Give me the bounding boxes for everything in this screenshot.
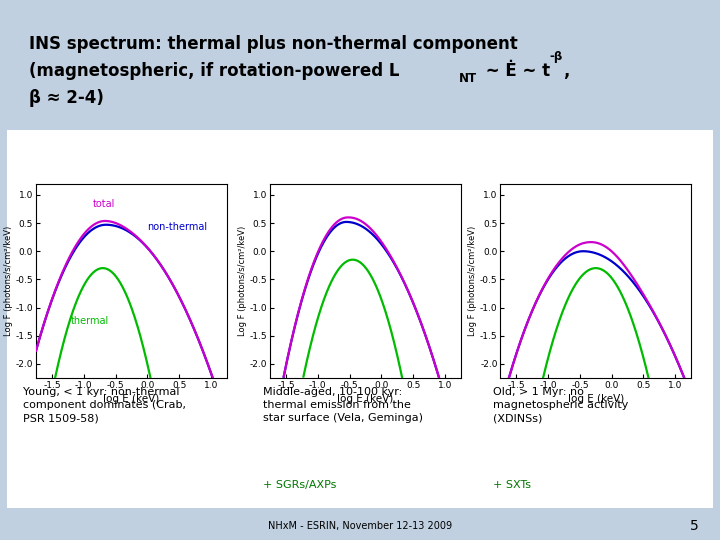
- Text: + SXTs: + SXTs: [493, 480, 531, 490]
- Y-axis label: Log F (photons/s/cm²/keV): Log F (photons/s/cm²/keV): [4, 226, 13, 336]
- Y-axis label: Log F (photons/s/cm²/keV): Log F (photons/s/cm²/keV): [468, 226, 477, 336]
- X-axis label: log E (keV): log E (keV): [337, 394, 394, 404]
- Text: 5: 5: [690, 519, 698, 534]
- Y-axis label: Log F (photons/s/cm²/keV): Log F (photons/s/cm²/keV): [238, 226, 247, 336]
- Text: -β: -β: [549, 50, 562, 63]
- Text: NHxM - ESRIN, November 12-13 2009: NHxM - ESRIN, November 12-13 2009: [268, 522, 452, 531]
- Text: + SGRs/AXPs: + SGRs/AXPs: [263, 480, 336, 490]
- Text: ~ Ė ~ t: ~ Ė ~ t: [480, 62, 549, 80]
- Text: ,: ,: [563, 62, 570, 80]
- Text: NT: NT: [459, 72, 477, 85]
- Text: non-thermal: non-thermal: [147, 222, 207, 233]
- Text: Young, < 1 kyr: non-thermal
component dominates (Crab,
PSR 1509-58): Young, < 1 kyr: non-thermal component do…: [24, 387, 186, 423]
- Text: total: total: [94, 199, 116, 209]
- Text: β ≈ 2-4): β ≈ 2-4): [29, 89, 104, 107]
- Text: thermal: thermal: [71, 316, 109, 326]
- Text: Middle-aged, 10-100 kyr:
thermal emission from the
star surface (Vela, Geminga): Middle-aged, 10-100 kyr: thermal emissio…: [263, 387, 423, 423]
- Text: INS spectrum: thermal plus non-thermal component: INS spectrum: thermal plus non-thermal c…: [29, 35, 518, 53]
- X-axis label: log E (keV): log E (keV): [103, 394, 160, 404]
- Text: (magnetospheric, if rotation-powered L: (magnetospheric, if rotation-powered L: [29, 62, 400, 80]
- Text: Old, > 1 Myr: no
magnetospheric activity
(XDINSs): Old, > 1 Myr: no magnetospheric activity…: [493, 387, 629, 423]
- X-axis label: log E (keV): log E (keV): [567, 394, 624, 404]
